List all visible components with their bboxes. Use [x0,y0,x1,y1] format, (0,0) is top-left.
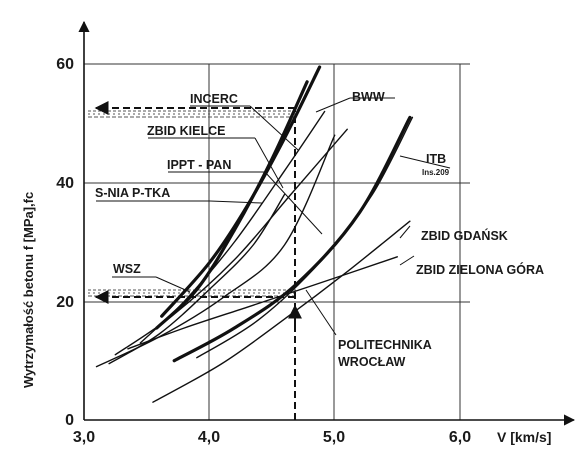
x-tick-6: 6,0 [449,429,471,446]
label-incerc: INCERC [190,92,238,106]
label-snia-ptka: S-NIA P-TKA [95,186,170,200]
y-tick-0: 0 [65,412,74,429]
label-politechnika: POLITECHNIKA [338,338,432,352]
x-tick-3: 3,0 [73,429,95,446]
label-wroclaw: WROCŁAW [338,355,406,369]
label-itb: ITB [426,152,446,166]
label-ippt-pan: IPPT - PAN [167,158,231,172]
label-zbid-kielce: ZBID KIELCE [147,124,225,138]
label-bww: BWW [352,90,385,104]
label-wsz: WSZ [113,262,141,276]
y-tick-20: 20 [56,294,74,311]
y-axis-label: Wytrzymałość betonu f [MPa],fc [21,192,36,388]
series-line-itb [174,117,410,360]
y-tick-40: 40 [56,175,74,192]
label-zbid-gdansk: ZBID GDAŃSK [421,228,508,243]
x-axis-label: V [km/s] [497,429,551,445]
label-itb-sub: Ins.209 [422,168,450,177]
y-tick-60: 60 [56,56,74,73]
label-zbid-zielona-gora: ZBID ZIELONA GÓRA [416,262,544,277]
x-tick-4: 4,0 [198,429,220,446]
x-tick-5: 5,0 [323,429,345,446]
hatch-band-upper [88,111,296,117]
